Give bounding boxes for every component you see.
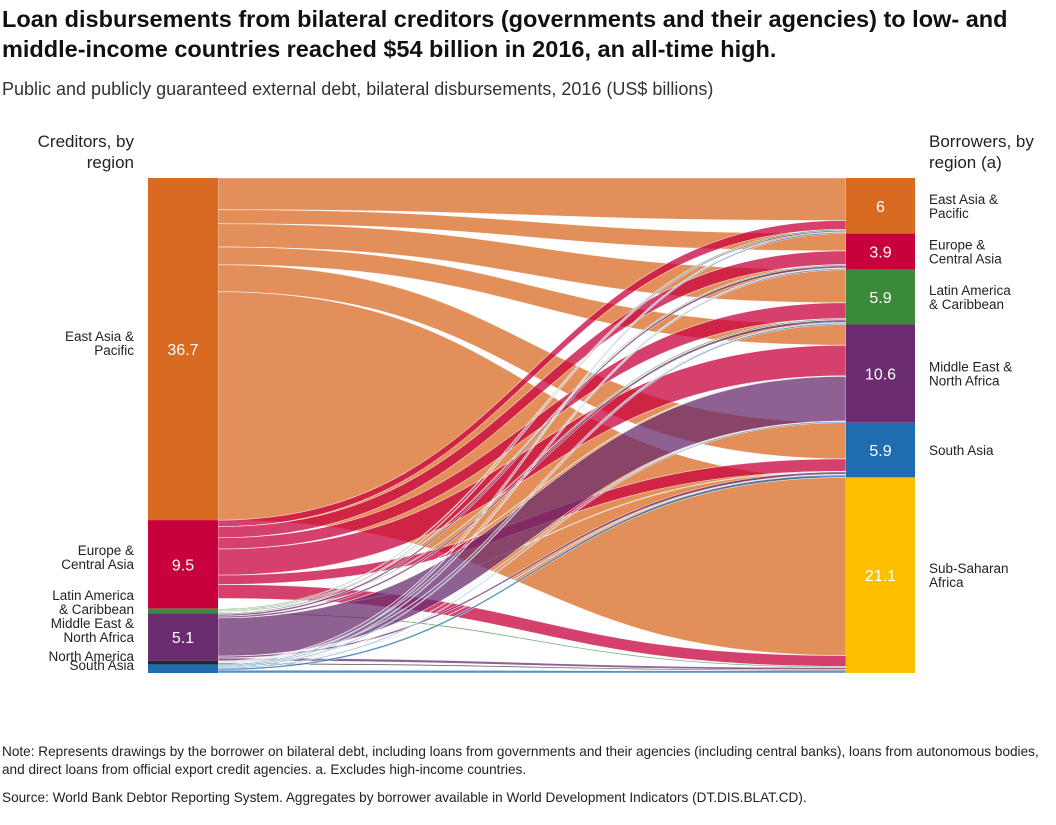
borrowers-heading: Borrowers, by region (a) xyxy=(929,132,1034,172)
creditor-label-eap: East Asia & Pacific xyxy=(65,329,134,358)
creditor-node-lac xyxy=(148,608,218,614)
creditor-label-na: North America xyxy=(48,649,134,664)
creditor-label-lac: Latin America & Caribbean xyxy=(52,588,134,617)
creditor-value-mena: 5.1 xyxy=(172,630,194,647)
chart-note: Note: Represents drawings by the borrowe… xyxy=(2,744,1039,777)
borrower-label-sa: South Asia xyxy=(929,443,994,458)
creditor-node-sa xyxy=(148,664,218,673)
flow-sa-to-ssa xyxy=(217,669,847,674)
borrower-label-lac: Latin America & Caribbean xyxy=(929,283,1011,312)
label-layer: 36.7 9.5 5.1 6 3.9 5.9 10.6 5.9 21.1 East Asia & P… xyxy=(48,192,1012,673)
creditor-node-mena xyxy=(148,613,218,661)
borrower-label-eca: Europe & Central Asia xyxy=(929,238,1002,267)
chart-title: Loan disbursements from bilateral credit… xyxy=(2,6,1008,62)
creditor-node-eap xyxy=(148,178,218,521)
borrower-value-mena: 10.6 xyxy=(865,367,896,384)
borrower-node-eca xyxy=(846,233,915,270)
flow-layer xyxy=(217,177,847,674)
borrower-value-sa: 5.9 xyxy=(869,443,891,460)
creditor-value-eca: 9.5 xyxy=(172,557,194,574)
creditor-label-mena: Middle East & North Africa xyxy=(51,616,135,645)
borrower-node-eap xyxy=(846,178,915,234)
creditor-label-sa: South Asia xyxy=(69,658,134,673)
borrower-label-ssa: Sub-Saharan Africa xyxy=(929,561,1009,590)
creditors-heading: Creditors, by region xyxy=(37,132,134,172)
borrower-node-mena xyxy=(846,324,915,423)
borrower-node-sa xyxy=(846,422,915,478)
creditor-label-eca: Europe & Central Asia xyxy=(61,543,134,572)
borrower-node-lac xyxy=(846,269,915,325)
borrower-label-mena: Middle East & North Africa xyxy=(929,360,1012,389)
creditor-node-na xyxy=(148,660,218,665)
node-layer xyxy=(148,178,915,673)
borrower-value-ssa: 21.1 xyxy=(865,568,896,585)
creditor-value-eap: 36.7 xyxy=(167,342,198,359)
chart-subtitle: Public and publicly guaranteed external … xyxy=(2,79,714,99)
chart-source: Source: World Bank Debtor Reporting Syst… xyxy=(2,790,807,805)
borrower-node-ssa xyxy=(846,477,915,673)
borrower-label-eap: East Asia & Pacific xyxy=(929,192,998,221)
borrower-value-eap: 6 xyxy=(876,199,885,216)
creditor-node-eca xyxy=(148,520,218,609)
borrower-value-eca: 3.9 xyxy=(869,245,891,262)
borrower-value-lac: 5.9 xyxy=(869,290,891,307)
